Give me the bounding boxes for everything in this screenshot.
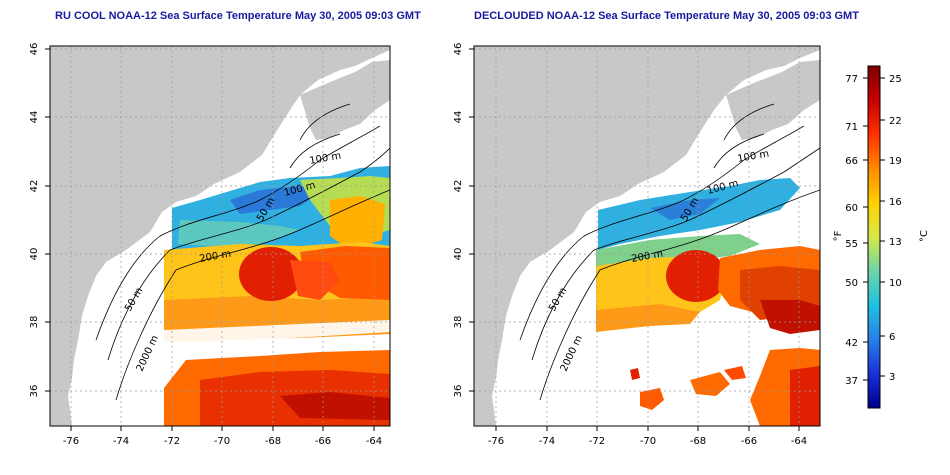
isobath-label: 100 m [309, 151, 342, 167]
x-tick-label: -64 [366, 436, 382, 447]
panel-title-declouded: DECLOUDED NOAA-12 Sea Surface Temperatur… [474, 10, 859, 22]
map-panel-raw: 100 m 100 m 50 m 200 m 50 m 2000 m -76 -… [29, 43, 391, 447]
isobath-label: 200 m [631, 249, 664, 265]
y-tick-label: 36 [29, 385, 40, 398]
land-mass [474, 46, 820, 426]
fahrenheit-tick: 66 [845, 156, 858, 167]
y-tick-label: 38 [453, 316, 464, 329]
y-tick-label: 46 [453, 43, 464, 56]
x-tick-label: -68 [690, 436, 706, 447]
celsius-unit-label: °C [919, 230, 930, 242]
celsius-tick: 6 [889, 332, 895, 343]
celsius-tick: 10 [889, 278, 902, 289]
y-tick-label: 42 [453, 180, 464, 193]
fahrenheit-tick: 77 [845, 74, 858, 85]
x-tick-label: -72 [164, 436, 180, 447]
fahrenheit-tick: 60 [845, 203, 858, 214]
celsius-tick: 13 [889, 237, 902, 248]
x-tick-label: -70 [214, 436, 230, 447]
x-tick-label: -70 [640, 436, 656, 447]
y-tick-label: 40 [453, 248, 464, 261]
celsius-tick: 19 [889, 156, 902, 167]
y-tick-label: 42 [29, 180, 40, 193]
map-grid [50, 46, 390, 426]
map-grid [474, 46, 820, 426]
sst-data-declouded [596, 178, 820, 426]
y-tick-label: 46 [29, 43, 40, 56]
isobath-label: 200 m [199, 249, 232, 265]
x-tick-label: -66 [741, 436, 757, 447]
y-tick-label: 44 [453, 111, 464, 124]
fahrenheit-unit-label: °F [833, 230, 844, 241]
x-tick-label: -64 [791, 436, 807, 447]
fahrenheit-tick: 37 [845, 376, 858, 387]
x-tick-label: -68 [265, 436, 281, 447]
y-tick-label: 38 [29, 316, 40, 329]
x-tick-label: -74 [113, 436, 129, 447]
fahrenheit-tick: 42 [845, 338, 858, 349]
x-tick-label: -72 [589, 436, 605, 447]
isobath-lines [519, 103, 820, 401]
celsius-tick: 16 [889, 197, 902, 208]
fahrenheit-tick: 71 [845, 122, 858, 133]
celsius-tick: 25 [889, 74, 902, 85]
nova-scotia-land [300, 60, 390, 140]
isobath-lines [95, 103, 390, 401]
nova-scotia-land [726, 60, 820, 140]
colorbar-scale [867, 65, 881, 409]
x-tick-label: -76 [63, 436, 79, 447]
x-tick-label: -74 [539, 436, 555, 447]
colorbar: 77 71 66 60 55 50 42 37 25 22 19 16 13 1… [833, 65, 930, 409]
y-tick-label: 44 [29, 111, 40, 124]
map-panel-declouded: 100 m 100 m 50 m 200 m 50 m 2000 m -76 -… [453, 43, 821, 447]
fahrenheit-tick: 55 [845, 239, 858, 250]
isobath-label: 100 m [737, 149, 770, 165]
celsius-tick: 3 [889, 372, 895, 383]
sst-data-raw [164, 166, 390, 426]
land-mass [50, 46, 390, 426]
y-tick-label: 36 [453, 385, 464, 398]
x-tick-label: -76 [488, 436, 504, 447]
panel-title-raw: RU COOL NOAA-12 Sea Surface Temperature … [55, 10, 421, 22]
celsius-tick: 22 [889, 116, 902, 127]
y-tick-label: 40 [29, 248, 40, 261]
fahrenheit-tick: 50 [845, 278, 858, 289]
x-tick-label: -66 [315, 436, 331, 447]
